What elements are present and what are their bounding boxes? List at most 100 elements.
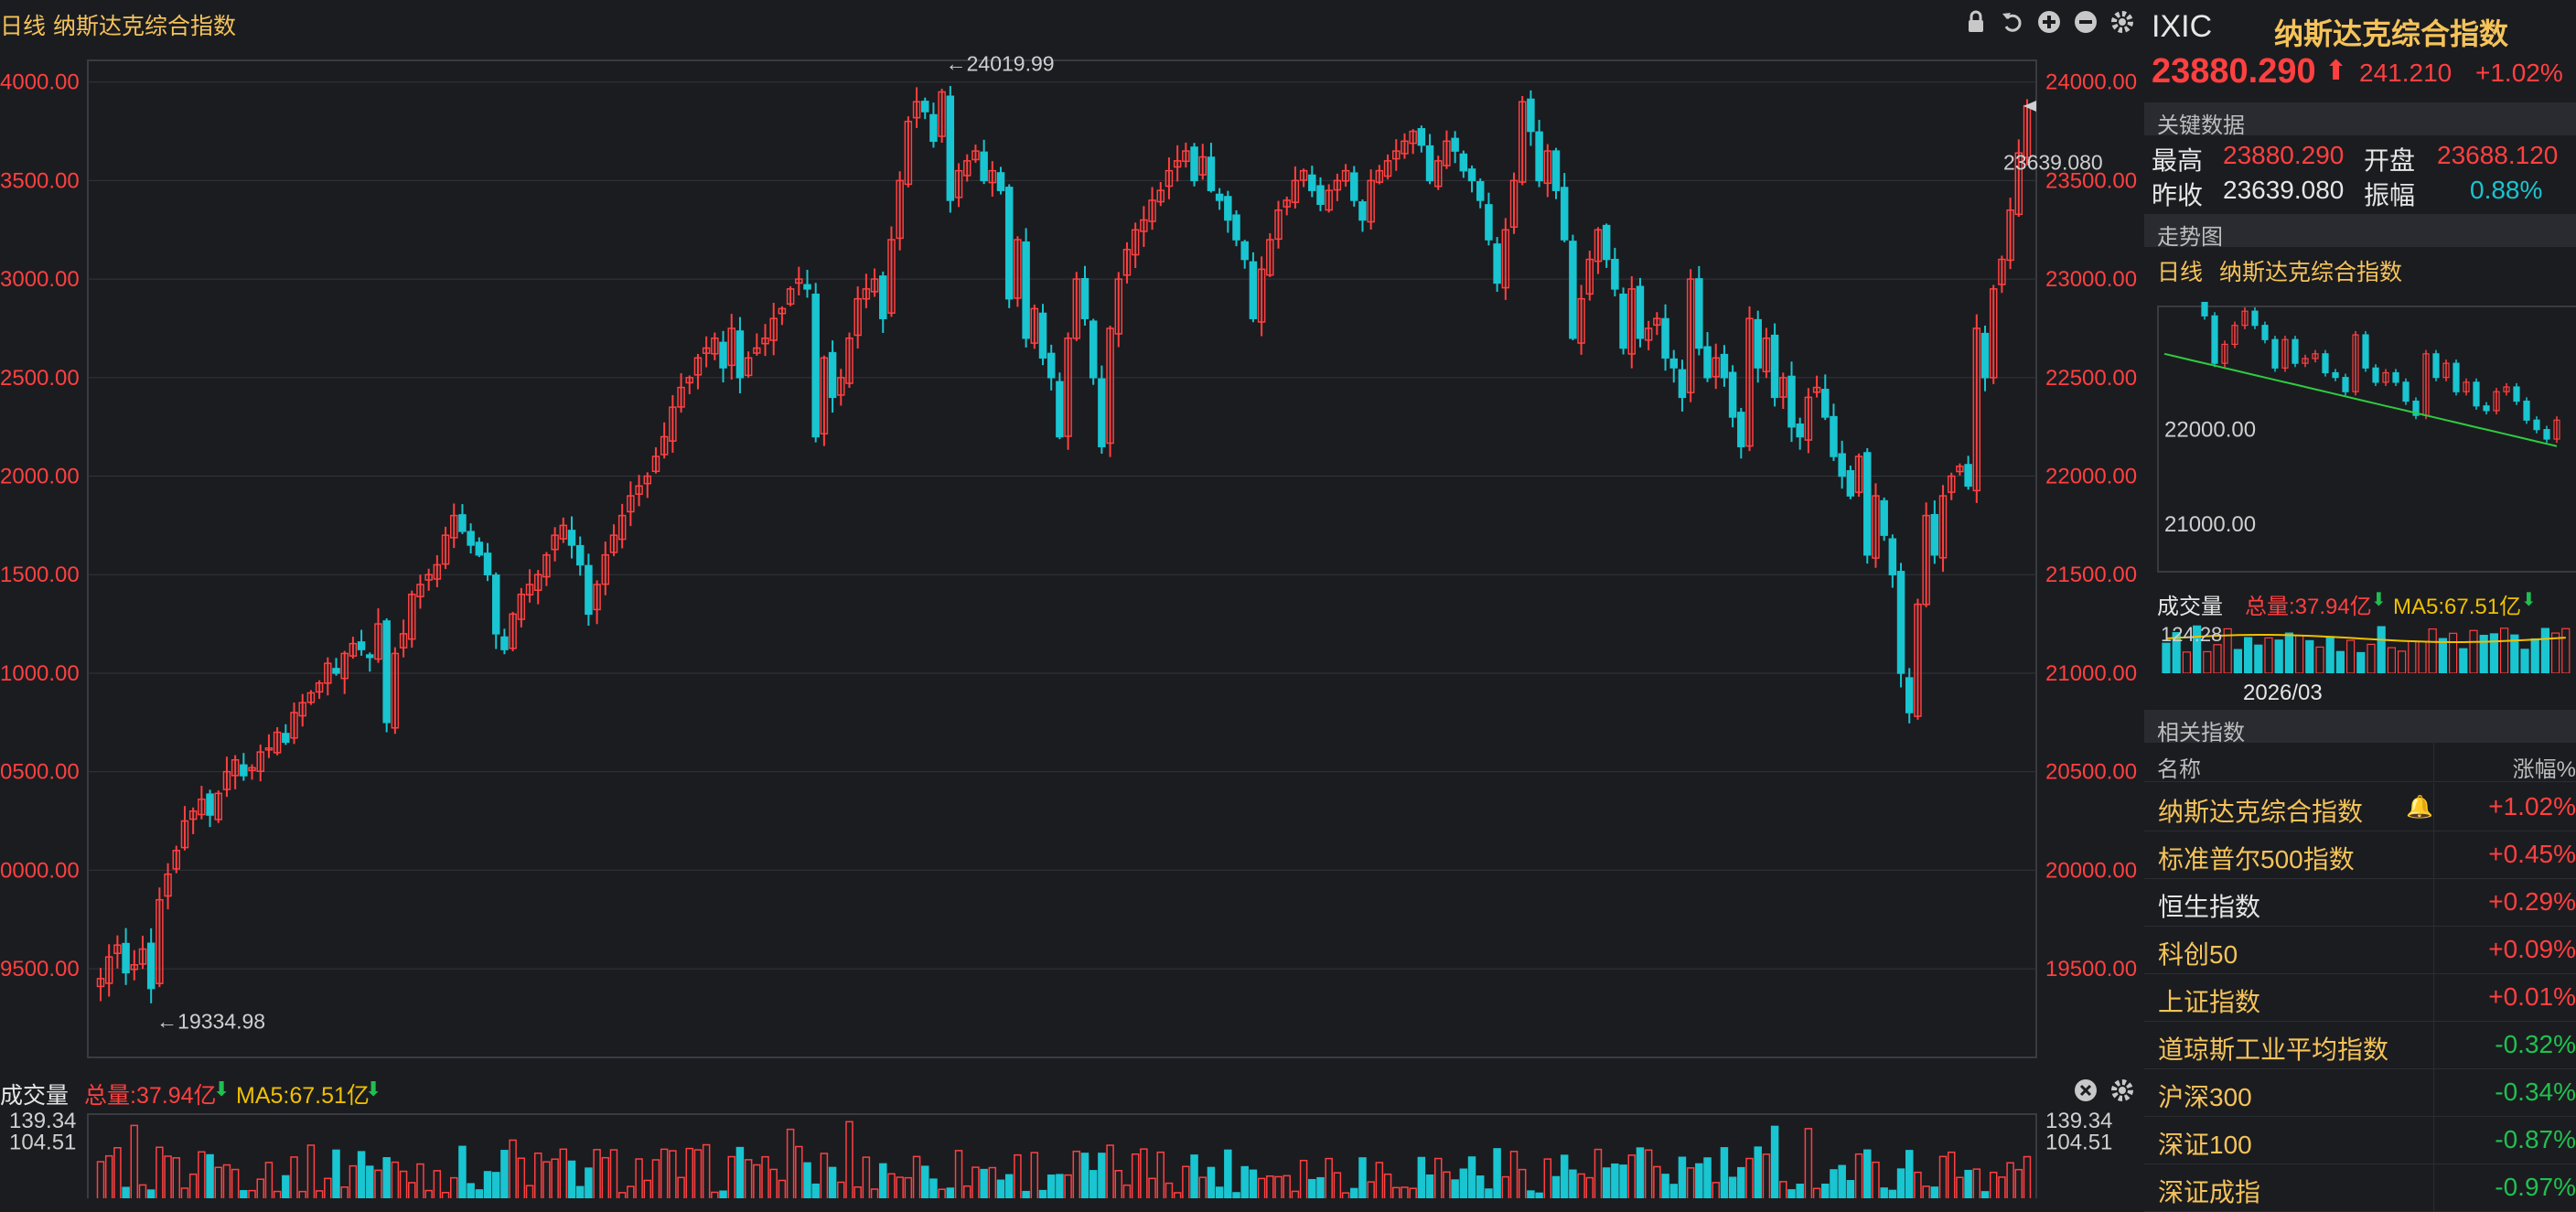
volume-bar (912, 1155, 921, 1198)
candle-body (1433, 160, 1443, 188)
volume-bar (845, 1121, 853, 1198)
candle-body (1543, 150, 1552, 185)
volume-bar (1493, 1148, 1501, 1198)
candle-body (753, 347, 761, 354)
undo-icon[interactable] (2000, 9, 2025, 35)
arrow-down-icon: ⬇ (2371, 590, 2387, 610)
mini-volume-bar (2500, 627, 2509, 673)
volume-bar (332, 1149, 340, 1198)
candlestick-chart[interactable]: 4000.00 3500.00 3000.00 2500.00 2000.00 1500.… (0, 0, 2144, 1198)
volume-bar (1972, 1168, 1981, 1198)
left-tick-label: 2000.00 (0, 465, 80, 489)
candle-body (702, 347, 711, 354)
candle-body (1720, 353, 1729, 379)
volume-bar (113, 1147, 122, 1198)
volume-bar (264, 1162, 274, 1198)
related-index-row[interactable]: 深证成指 -0.97% (2144, 1164, 2576, 1212)
related-index-row[interactable]: 恒生指数 +0.29% (2144, 878, 2576, 927)
volume-bar (1004, 1174, 1014, 1198)
right-tick-label: 21500.00 (2045, 563, 2137, 587)
candle-body (399, 633, 408, 649)
mini-candle-body (2352, 334, 2359, 392)
volume-bar (1543, 1158, 1552, 1198)
mini-candle-body (2513, 386, 2520, 402)
lock-icon[interactable] (1963, 9, 1989, 35)
candle-body (769, 317, 778, 341)
candle-body (164, 873, 172, 897)
volume-bar (1535, 1192, 1543, 1198)
mini-tick-label: 21000.00 (2164, 512, 2256, 537)
candle-body (862, 288, 871, 300)
volume-bar (1433, 1157, 1443, 1198)
volume-bar (1846, 1180, 1855, 1198)
volume-bar (1787, 1189, 1796, 1198)
related-index-row[interactable]: 沪深300 -0.34% (2144, 1068, 2576, 1117)
candle-body (1198, 156, 1207, 176)
related-index-row[interactable]: 科创50 +0.09% (2144, 926, 2576, 974)
volume-bar (1501, 1175, 1510, 1198)
right-tick-label: 23000.00 (2045, 267, 2137, 292)
volume-bar (1190, 1154, 1198, 1198)
volume-bar (1156, 1151, 1165, 1198)
candle-body (222, 770, 231, 790)
index-code: IXIC (2152, 9, 2213, 44)
period-label[interactable]: 日线 (0, 14, 47, 39)
related-index-row[interactable]: 深证100 -0.87% (2144, 1116, 2576, 1164)
volume-bar (1947, 1151, 1956, 1198)
left-tick-label: 4000.00 (0, 70, 80, 95)
gear-icon[interactable] (2109, 1078, 2135, 1103)
candle-body (912, 101, 921, 119)
volume-bar (811, 1183, 820, 1198)
mini-trend-chart[interactable]: 22000.00 21000.00 (2144, 302, 2576, 576)
close-icon[interactable] (2073, 1078, 2098, 1103)
volume-bar (1173, 1192, 1182, 1198)
mini-volume-bar (2561, 627, 2571, 673)
mini-volume-bar (2449, 632, 2458, 673)
candle-body (306, 692, 316, 703)
bell-icon[interactable]: 🔔 (2406, 795, 2433, 820)
candle-body (1022, 241, 1030, 339)
volume-bar (1712, 1182, 1720, 1198)
volume-bar (719, 1190, 727, 1198)
volume-bar (1812, 1187, 1821, 1198)
volume-bar (1476, 1175, 1485, 1198)
gear-icon[interactable] (2109, 9, 2135, 35)
candle-body (1695, 278, 1703, 349)
volume-bar (1165, 1182, 1174, 1198)
volume-bar (1417, 1156, 1426, 1198)
mini-candle-body (2483, 405, 2490, 412)
candle-body (601, 553, 610, 585)
candle-body (1611, 258, 1619, 290)
volume-bar (130, 1124, 139, 1198)
volume-bar (904, 1176, 913, 1198)
candle-body (786, 288, 795, 306)
mini-period-label[interactable]: 日线 (2157, 260, 2204, 285)
volume-bar (1509, 1151, 1519, 1198)
candle-body (256, 751, 264, 772)
candle-body (467, 531, 475, 546)
col-name-header[interactable]: 名称 (2157, 757, 2201, 782)
related-index-row[interactable]: 上证指数 +0.01% (2144, 973, 2576, 1022)
related-index-row[interactable]: 道琼斯工业平均指数 -0.32% (2144, 1021, 2576, 1069)
candle-body (1266, 239, 1274, 276)
volume-bar (382, 1157, 391, 1198)
volume-bar (1257, 1177, 1266, 1198)
candle-body (635, 485, 643, 495)
related-index-row[interactable]: 纳斯达克综合指数 +1.02% 🔔 (2144, 783, 2576, 831)
col-change-header[interactable]: 涨幅% (2512, 757, 2576, 782)
volume-bar (627, 1185, 635, 1198)
related-index-row[interactable]: 标准普尔500指数 +0.45% (2144, 831, 2576, 879)
volume-bar (282, 1174, 290, 1198)
zoom-out-icon[interactable] (2073, 9, 2098, 35)
volume-bar (971, 1166, 980, 1198)
candle-body (2006, 209, 2014, 262)
volume-bar (617, 1192, 627, 1198)
candle-body (156, 898, 164, 984)
mini-candle-body (2292, 338, 2299, 364)
related-index-change: -0.32% (2495, 1030, 2576, 1058)
zoom-in-icon[interactable] (2036, 9, 2062, 35)
candle-body (1686, 278, 1695, 393)
mini-candle-body (2442, 362, 2450, 379)
candle-body (1796, 424, 1804, 438)
volume-bar (214, 1166, 223, 1198)
